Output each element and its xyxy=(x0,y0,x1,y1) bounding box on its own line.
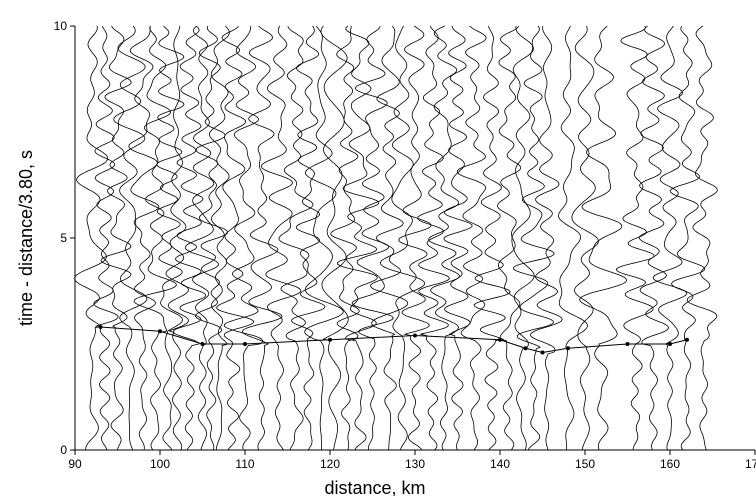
trace xyxy=(473,25,511,451)
trace xyxy=(428,25,460,451)
x-tick-label: 140 xyxy=(490,457,510,471)
pick-point xyxy=(328,337,332,342)
trace xyxy=(686,25,718,451)
x-axis-label: distance, km xyxy=(324,478,425,496)
trace xyxy=(417,25,450,451)
x-tick-label: 170 xyxy=(745,457,756,471)
pick-point xyxy=(625,342,630,346)
trace xyxy=(456,25,487,451)
y-tick-label: 0 xyxy=(60,443,67,457)
trace xyxy=(291,25,326,451)
trace xyxy=(571,25,599,451)
x-tick-label: 100 xyxy=(150,457,170,471)
trace xyxy=(370,25,409,451)
trace xyxy=(208,25,230,451)
trace xyxy=(194,25,229,451)
pick-point xyxy=(566,346,570,351)
pick-point xyxy=(200,342,205,346)
trace xyxy=(558,25,588,451)
trace xyxy=(615,25,655,451)
trace xyxy=(74,25,109,451)
trace xyxy=(113,25,148,451)
trace xyxy=(638,25,670,451)
trace xyxy=(511,25,535,451)
trace xyxy=(216,25,255,451)
trace xyxy=(128,25,160,451)
trace xyxy=(260,25,302,451)
pick-point xyxy=(158,329,162,334)
trace xyxy=(443,25,473,451)
trace xyxy=(330,25,360,451)
y-axis-label: time - distance/3.80, s xyxy=(16,150,36,326)
trace xyxy=(165,25,189,451)
pick-point xyxy=(243,342,247,346)
trace xyxy=(379,25,426,451)
pick-point xyxy=(413,333,417,338)
x-tick-label: 110 xyxy=(235,457,254,471)
trace xyxy=(669,25,706,451)
trace xyxy=(351,25,394,451)
y-tick-label: 10 xyxy=(54,19,68,33)
pick-point xyxy=(98,325,103,330)
trace xyxy=(156,25,185,451)
trace xyxy=(579,25,628,451)
trace xyxy=(133,25,177,451)
trace xyxy=(398,25,432,451)
trace xyxy=(320,25,349,451)
pick-point xyxy=(540,350,545,355)
trace xyxy=(304,25,344,451)
pick-point xyxy=(498,337,502,342)
pick-point xyxy=(668,342,672,346)
trace xyxy=(241,25,283,451)
y-tick-label: 5 xyxy=(60,231,67,245)
x-tick-label: 150 xyxy=(575,457,595,471)
pick-line xyxy=(100,326,688,353)
x-tick-label: 160 xyxy=(660,457,680,471)
trace xyxy=(337,25,380,451)
trace xyxy=(184,25,220,451)
trace xyxy=(223,26,264,451)
x-tick-label: 130 xyxy=(405,457,425,471)
trace xyxy=(93,25,119,451)
trace xyxy=(513,25,555,451)
pick-point xyxy=(523,346,528,351)
trace xyxy=(530,25,563,451)
trace xyxy=(652,25,688,451)
trace xyxy=(173,25,207,451)
trace xyxy=(100,25,132,451)
trace xyxy=(496,25,522,451)
pick-point xyxy=(685,337,689,342)
x-tick-label: 120 xyxy=(320,457,340,471)
trace xyxy=(278,25,314,451)
x-tick-label: 90 xyxy=(68,457,82,471)
